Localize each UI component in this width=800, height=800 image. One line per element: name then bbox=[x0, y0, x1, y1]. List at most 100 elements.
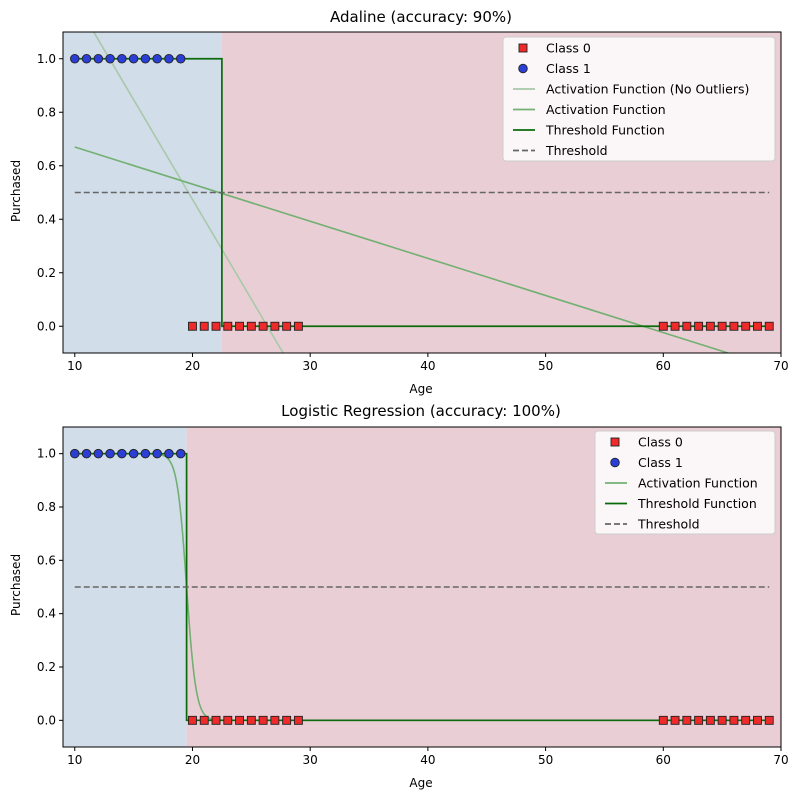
legend-label: Activation Function (No Outliers) bbox=[546, 82, 749, 97]
axes-frame bbox=[62, 31, 782, 354]
x-tick-label: 30 bbox=[303, 753, 318, 767]
class-0-point bbox=[211, 321, 221, 331]
class-0-point bbox=[235, 715, 245, 725]
y-axis-label: Purchased bbox=[9, 554, 23, 616]
class-0-point bbox=[658, 715, 668, 725]
legend: Class 0 Class 1 Activation Function Thresho… bbox=[594, 430, 776, 535]
class-0-point bbox=[729, 715, 739, 725]
plot-area bbox=[70, 32, 774, 353]
y-tick-label: 0.8 bbox=[37, 500, 56, 514]
x-tick-label: 60 bbox=[656, 753, 671, 767]
class-0-point bbox=[246, 321, 256, 331]
class-0-point bbox=[694, 715, 704, 725]
y-tick-label: 0.8 bbox=[37, 105, 56, 119]
class-0-point bbox=[235, 321, 245, 331]
class-0-point bbox=[705, 321, 715, 331]
class-0-point bbox=[764, 321, 774, 331]
legend-label: Class 1 bbox=[546, 61, 591, 76]
y-tick-label: 0.6 bbox=[37, 553, 56, 567]
legend-label: Class 0 bbox=[638, 435, 683, 450]
x-tick-label: 70 bbox=[773, 753, 788, 767]
activation-function-line bbox=[74, 146, 729, 353]
class-0-point bbox=[211, 715, 221, 725]
y-tick-label: 1.0 bbox=[37, 447, 56, 461]
legend-label: Threshold Function bbox=[637, 496, 757, 511]
class-1-point bbox=[70, 448, 80, 459]
axes-frame bbox=[62, 426, 782, 748]
class-0-point bbox=[694, 321, 704, 331]
class-0-point bbox=[282, 321, 292, 331]
class-1-point bbox=[164, 54, 174, 64]
class-0-point bbox=[717, 715, 727, 725]
legend-label: Threshold bbox=[637, 517, 700, 532]
legend-class-0-marker bbox=[610, 437, 620, 447]
class-1-point bbox=[105, 448, 115, 459]
class-0-point bbox=[658, 321, 668, 331]
y-axis-label: Purchased bbox=[9, 160, 23, 222]
class-1-point bbox=[105, 54, 115, 64]
legend-class-1-marker bbox=[518, 63, 528, 74]
x-tick-label: 50 bbox=[538, 753, 553, 767]
legend: Class 0 Class 1 Activation Function (No Ou… bbox=[502, 36, 776, 162]
class-1-point bbox=[175, 448, 186, 459]
class-0-point bbox=[670, 321, 680, 331]
x-axis-label: Age bbox=[409, 776, 432, 790]
legend-label: Class 0 bbox=[546, 41, 591, 56]
class-0-point bbox=[188, 321, 197, 331]
class-0-point bbox=[270, 715, 280, 725]
class-0-point bbox=[282, 715, 292, 725]
plot-area bbox=[70, 448, 774, 725]
x-tick-label: 50 bbox=[538, 359, 553, 373]
legend-label: Activation Function bbox=[638, 476, 758, 491]
class-0-point bbox=[199, 715, 209, 725]
class-0-point bbox=[258, 321, 268, 331]
x-tick-label: 60 bbox=[656, 359, 671, 373]
class-1-point bbox=[152, 448, 162, 459]
legend-label: Threshold bbox=[545, 143, 608, 158]
x-axis-label: Age bbox=[409, 382, 432, 396]
class-0-point bbox=[682, 321, 692, 331]
legend-label: Threshold Function bbox=[545, 123, 665, 138]
class-1-point bbox=[140, 54, 151, 64]
legend-class-1-marker bbox=[610, 457, 620, 468]
class-0-point bbox=[223, 321, 233, 331]
class-1-point bbox=[175, 54, 186, 64]
class-0-point bbox=[223, 715, 233, 725]
class-0-point bbox=[741, 321, 751, 331]
y-tick-label: 1.0 bbox=[37, 52, 56, 66]
y-tick-label: 0.0 bbox=[37, 713, 56, 727]
class-1-point bbox=[70, 54, 80, 64]
y-tick-label: 0.4 bbox=[37, 212, 56, 226]
y-tick-label: 0.2 bbox=[37, 660, 56, 674]
class-1-point bbox=[93, 448, 104, 459]
y-tick-label: 0.2 bbox=[37, 266, 56, 280]
x-tick-label: 20 bbox=[185, 359, 200, 373]
legend-box bbox=[594, 430, 776, 535]
x-tick-label: 40 bbox=[420, 753, 435, 767]
legend-label: Class 1 bbox=[638, 455, 683, 470]
x-tick-label: 20 bbox=[185, 753, 200, 767]
class-1-point bbox=[140, 448, 151, 459]
class-0-point bbox=[753, 715, 762, 725]
logistic-regression-chart: Logistic Regression (accuracy: 100%) Age… bbox=[9, 402, 789, 790]
y-tick-label: 0.0 bbox=[37, 319, 56, 333]
x-tick-label: 10 bbox=[67, 359, 82, 373]
class-0-point bbox=[682, 715, 692, 725]
class-0-point bbox=[705, 715, 715, 725]
class-0-point bbox=[764, 715, 774, 725]
class-0-point bbox=[246, 715, 256, 725]
class-1-point bbox=[81, 448, 92, 459]
class-0-point bbox=[293, 321, 303, 331]
class-1-point bbox=[164, 448, 174, 459]
x-tick-label: 30 bbox=[303, 359, 318, 373]
adaline-chart: Adaline (accuracy: 90%) Age Purchased 10… bbox=[9, 8, 789, 396]
legend-class-0-marker bbox=[518, 43, 528, 53]
class-1-point bbox=[117, 54, 127, 64]
class-0-point bbox=[753, 321, 762, 331]
class-0-point bbox=[741, 715, 751, 725]
class-0-point bbox=[199, 321, 209, 331]
class-1-point bbox=[128, 54, 139, 64]
class-1-point bbox=[81, 54, 92, 64]
legend-label: Activation Function bbox=[546, 102, 666, 117]
class-0-point bbox=[293, 715, 303, 725]
